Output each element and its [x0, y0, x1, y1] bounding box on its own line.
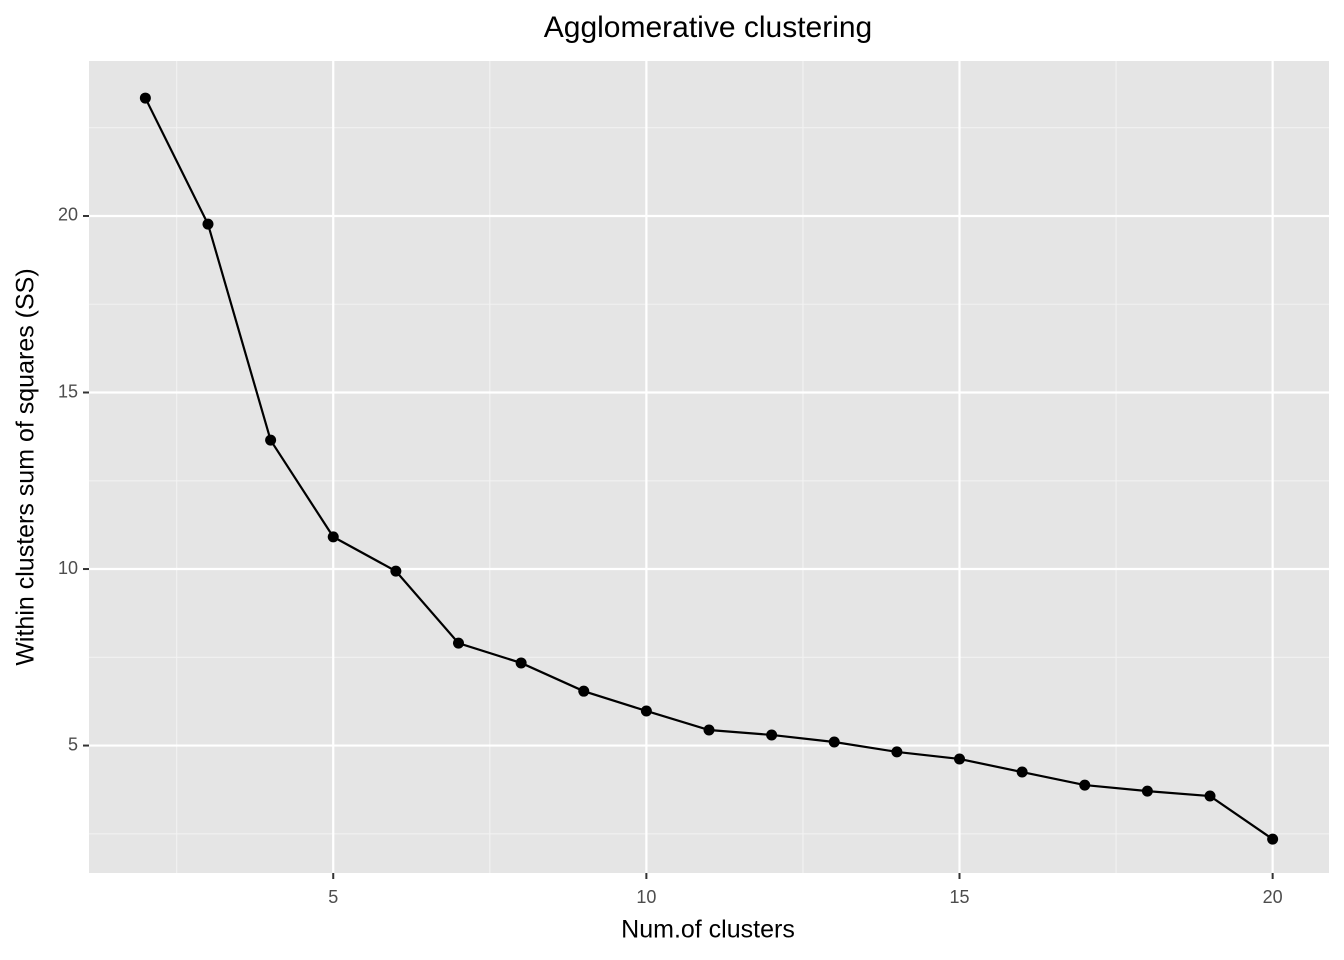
point — [1141, 785, 1153, 797]
point — [891, 746, 903, 758]
point — [578, 685, 590, 697]
point — [766, 729, 778, 741]
x-axis-title: Num.of clusters — [621, 916, 795, 944]
panel — [89, 61, 1329, 873]
x-tick-label: 5 — [328, 887, 338, 907]
x-tick-label: 10 — [636, 887, 656, 907]
point — [1016, 766, 1028, 778]
y-tick-label: 10 — [58, 558, 78, 578]
marks — [139, 92, 1279, 845]
y-tick-label: 15 — [58, 381, 78, 401]
x-tick-label: 15 — [949, 887, 969, 907]
point — [452, 637, 464, 649]
chart-title: Agglomerative clustering — [544, 11, 873, 44]
point — [703, 724, 715, 736]
point — [1204, 790, 1216, 802]
y-tick-label: 20 — [58, 205, 78, 225]
y-axis-title: Within clusters sum of squares (SS) — [12, 268, 40, 665]
point — [640, 705, 652, 717]
x-tick-label: 20 — [1263, 887, 1283, 907]
point — [202, 218, 214, 230]
point — [327, 531, 339, 543]
point — [265, 434, 277, 446]
point — [390, 565, 402, 577]
y-tick-label: 5 — [68, 734, 78, 754]
point — [139, 92, 151, 104]
point — [1267, 833, 1279, 845]
point — [515, 657, 527, 669]
point — [1079, 779, 1091, 791]
point — [954, 753, 966, 765]
point — [828, 736, 840, 748]
